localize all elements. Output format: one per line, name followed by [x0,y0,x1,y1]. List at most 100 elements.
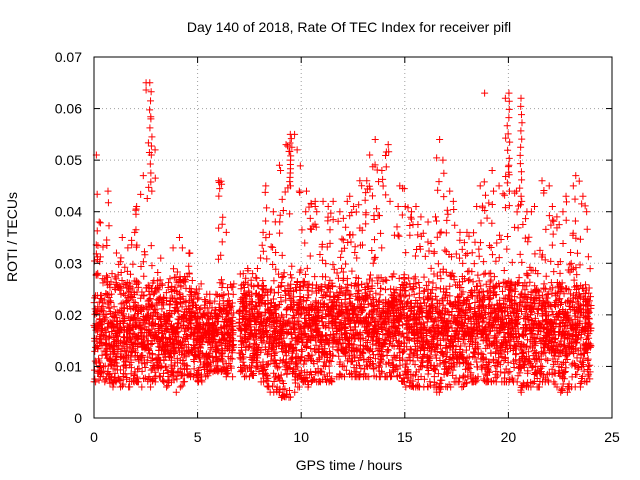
data-point [132,277,140,285]
data-point [253,274,261,282]
data-point [267,287,275,295]
data-point [159,369,167,377]
data-point [262,327,270,335]
data-point [267,332,275,340]
data-point [97,369,105,377]
data-point [229,331,237,339]
data-point [217,276,225,284]
data-point [282,296,290,304]
data-point [125,279,133,287]
data-point [91,366,99,374]
data-point [108,270,116,278]
data-point [178,382,186,390]
data-point [252,357,260,365]
data-point [214,317,222,325]
data-point [277,283,285,291]
data-point [267,243,275,251]
data-point [218,220,226,228]
data-point [104,199,112,207]
data-point [198,378,206,386]
data-point [267,285,275,293]
data-point [269,243,277,251]
data-point [106,332,114,340]
data-point [128,236,136,244]
data-point [277,294,285,302]
data-point [228,346,236,354]
data-point [288,335,296,343]
data-point [190,310,198,318]
data-point [228,302,236,310]
data-point [270,327,278,335]
data-point [98,327,106,335]
data-point [150,374,158,382]
data-point [280,269,288,277]
data-point [263,361,271,369]
data-point [206,300,214,308]
data-point [287,355,295,363]
data-point [158,334,166,342]
data-point [286,210,294,218]
data-point [237,368,245,376]
data-point [274,303,282,311]
data-point [262,182,270,190]
data-point [158,280,166,288]
data-point [107,319,115,327]
data-point [283,320,291,328]
data-point [124,244,132,252]
data-point [254,299,262,307]
data-point [125,383,133,391]
data-point [238,312,246,320]
data-point [252,274,260,282]
data-point [237,285,245,293]
data-point [174,307,182,315]
data-point [276,211,284,219]
data-point [252,331,260,339]
data-point [288,330,296,338]
data-point [169,339,177,347]
data-point [143,316,151,324]
data-point [143,195,151,203]
data-point [246,341,254,349]
data-point [270,277,278,285]
data-point [146,294,154,302]
data-point [122,358,130,366]
data-point [95,368,103,376]
data-point [91,347,99,355]
data-point [168,294,176,302]
data-point [106,297,114,305]
data-point [100,296,108,304]
data-point [216,185,224,193]
data-point [121,370,129,378]
data-point [227,364,235,372]
data-point [278,377,286,385]
data-point [281,188,289,196]
data-point [120,280,128,288]
data-point [217,251,225,259]
data-point [263,204,271,212]
data-point [238,294,246,302]
data-point [190,358,198,366]
data-point [272,313,280,321]
data-point [132,322,140,330]
data-point [289,344,297,352]
data-point [185,262,193,270]
data-point [163,383,171,391]
data-point [187,320,195,328]
data-point [105,222,113,230]
data-point [269,261,277,269]
data-point [119,318,127,326]
data-point [173,289,181,297]
data-point [164,339,172,347]
data-point [175,319,183,327]
data-point [272,310,280,318]
data-point [274,364,282,372]
data-point [212,362,220,370]
data-point [168,282,176,290]
data-point [134,314,142,322]
data-point [179,292,187,300]
data-point [236,354,244,362]
data-point [117,254,125,262]
data-point [143,284,151,292]
data-point [193,295,201,303]
data-point [132,210,140,218]
